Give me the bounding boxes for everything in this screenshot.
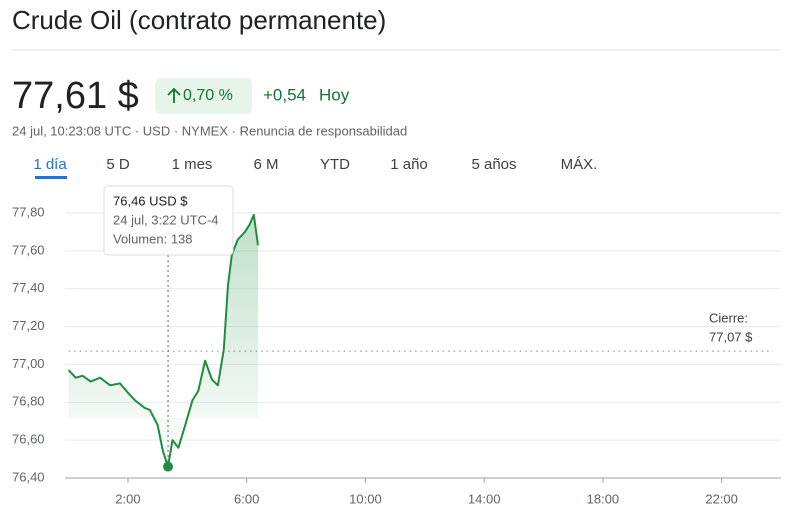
tab[interactable]: 1 año bbox=[390, 156, 428, 173]
tab[interactable]: 1 día bbox=[33, 156, 67, 173]
y-tick-label: 76,80 bbox=[12, 394, 45, 409]
x-tick-label: 18:00 bbox=[587, 491, 620, 506]
y-tick-label: 77,60 bbox=[12, 242, 45, 257]
y-tick-label: 77,20 bbox=[12, 318, 45, 333]
tooltip-line: 76,46 USD $ bbox=[113, 193, 188, 208]
x-tick-label: 10:00 bbox=[349, 491, 382, 506]
y-tick-label: 77,40 bbox=[12, 280, 45, 295]
y-tick-label: 77,00 bbox=[12, 356, 45, 371]
change-badge bbox=[155, 78, 252, 114]
subline: 24 jul, 10:23:08 UTC · USD · NYMEX · Ren… bbox=[12, 123, 407, 138]
price: 77,61 $ bbox=[12, 75, 139, 117]
tooltip-box bbox=[103, 185, 234, 256]
x-tick-label: 2:00 bbox=[115, 491, 140, 506]
y-tick-label: 76,60 bbox=[12, 432, 45, 447]
tab[interactable]: MÁX. bbox=[561, 156, 598, 173]
close-value-label: 77,07 $ bbox=[709, 330, 753, 345]
y-tick-label: 77,80 bbox=[12, 204, 45, 219]
change-value: +0,54 bbox=[263, 85, 306, 104]
tooltip-line: 24 jul, 3:22 UTC-4 bbox=[113, 212, 219, 227]
chart: 76,40 76,60 76,80 77,00 77,20 77,40 77,60 77,80… bbox=[12, 185, 781, 506]
change-percent: 0,70 % bbox=[183, 87, 233, 104]
tabs: 1 día 5 D 1 mes 6 M YTD 1 año 5 años MÁX. bbox=[33, 156, 597, 173]
tab-underline bbox=[35, 176, 67, 179]
x-tick-label: 22:00 bbox=[705, 491, 738, 506]
title: Crude Oil (contrato permanente) bbox=[12, 5, 386, 35]
tooltip-line: Volumen: 138 bbox=[113, 231, 193, 246]
tab[interactable]: 5 D bbox=[106, 156, 130, 173]
x-tick-label: 6:00 bbox=[234, 491, 259, 506]
tab[interactable]: 1 mes bbox=[172, 156, 213, 173]
y-tick-label: 76,40 bbox=[12, 469, 45, 484]
hover-point bbox=[163, 461, 174, 472]
tab[interactable]: 6 M bbox=[253, 156, 278, 173]
area bbox=[68, 214, 258, 467]
tab[interactable]: 5 años bbox=[471, 156, 516, 173]
tab[interactable]: YTD bbox=[320, 156, 350, 173]
close-label: Cierre: bbox=[709, 311, 748, 326]
up-arrow-icon bbox=[167, 87, 181, 103]
change-period: Hoy bbox=[319, 85, 350, 104]
x-tick-label: 14:00 bbox=[468, 491, 501, 506]
